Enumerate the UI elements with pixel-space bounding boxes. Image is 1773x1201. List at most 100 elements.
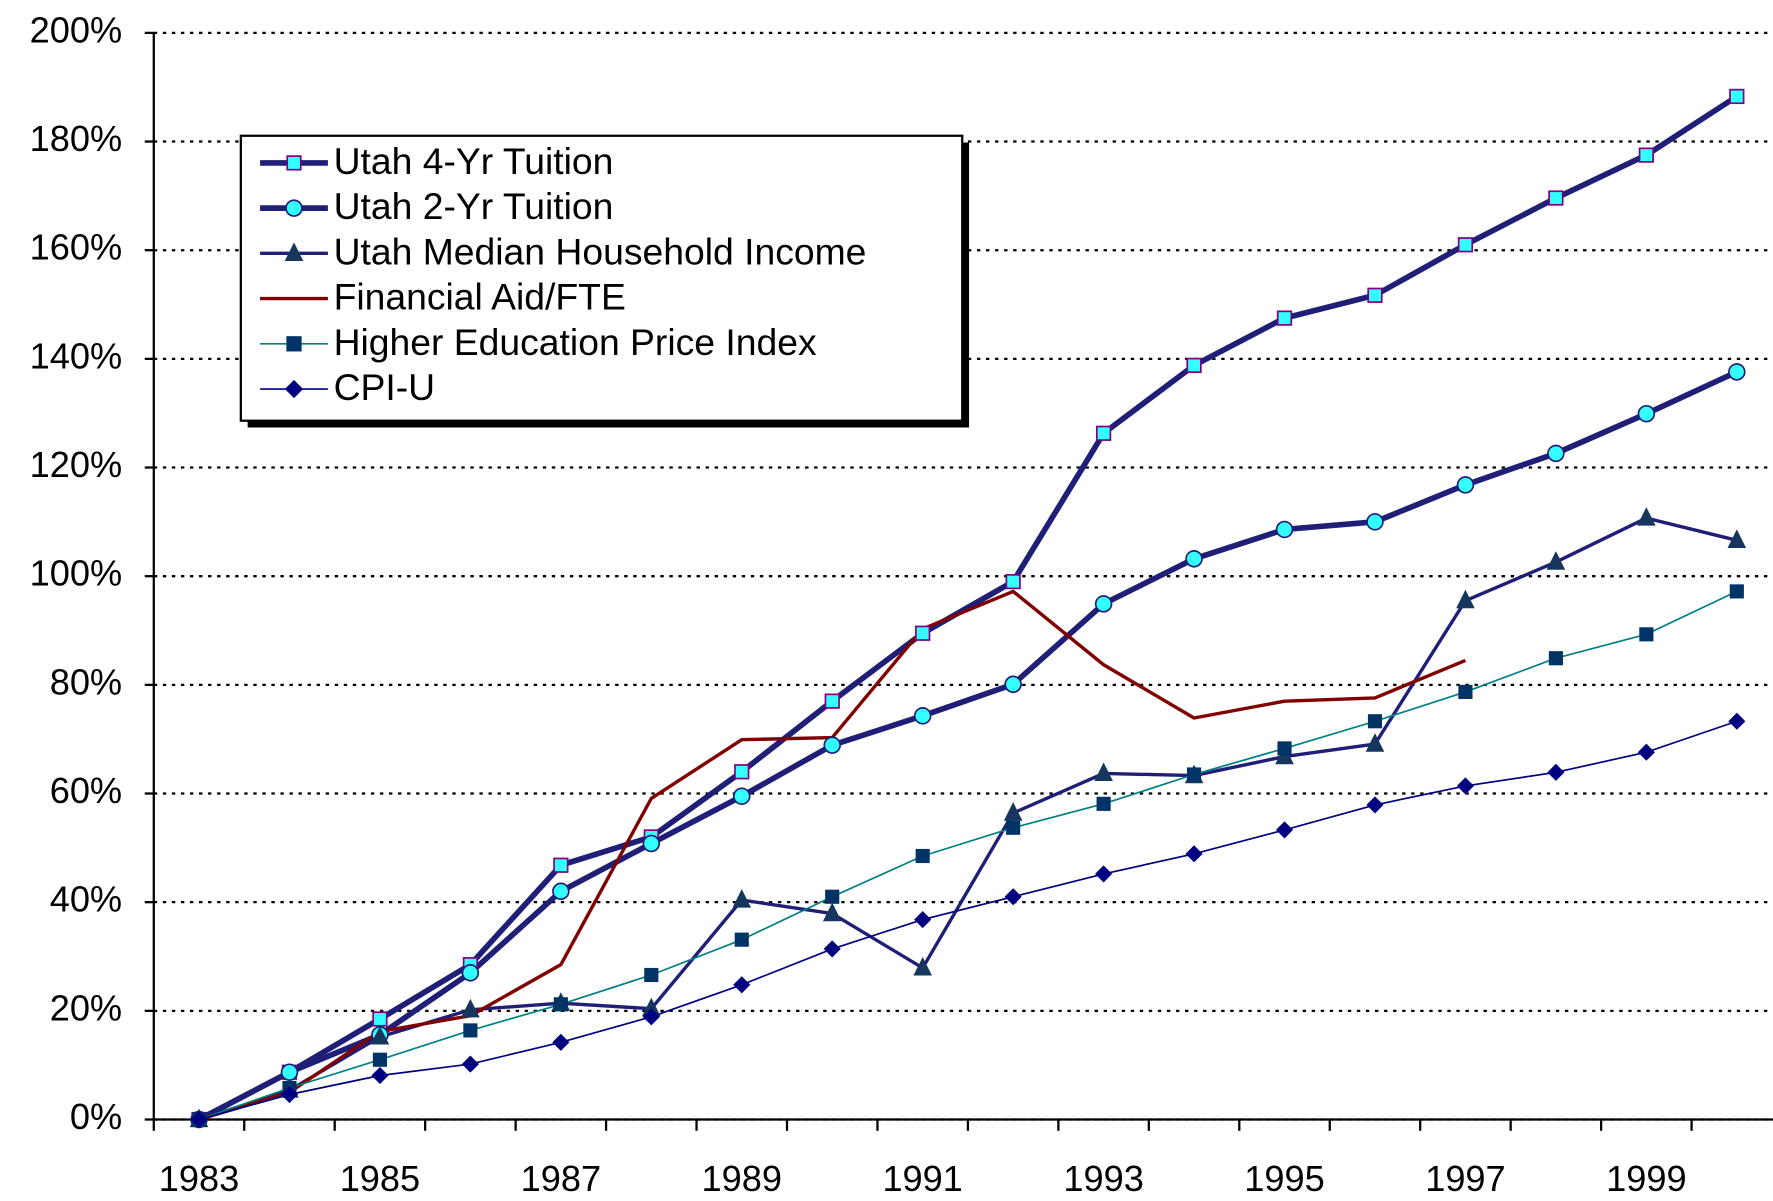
marker	[1185, 550, 1203, 568]
y-tick-label: 40%	[50, 879, 122, 920]
marker	[1366, 513, 1384, 531]
marker	[1456, 777, 1474, 795]
marker	[642, 834, 661, 853]
y-tick-label: 120%	[30, 444, 123, 485]
marker	[1186, 357, 1202, 374]
marker	[372, 1011, 388, 1027]
marker	[1005, 573, 1021, 590]
marker	[824, 693, 840, 709]
x-tick-label: 1985	[340, 1158, 420, 1199]
marker	[733, 787, 751, 805]
marker	[823, 736, 841, 754]
legend-label: CPI-U	[334, 366, 436, 408]
legend-label: Financial Aid/FTE	[334, 276, 626, 318]
series-line	[198, 516, 1738, 1122]
marker	[1637, 743, 1655, 761]
y-tick-label: 60%	[50, 770, 122, 811]
marker	[552, 1033, 570, 1051]
marker	[463, 1023, 478, 1038]
marker	[644, 967, 659, 983]
y-tick-label: 100%	[30, 553, 123, 594]
marker	[1275, 520, 1294, 539]
marker	[913, 707, 932, 725]
marker	[1366, 796, 1384, 814]
legend-label: Higher Education Price Index	[334, 321, 817, 363]
marker	[642, 1008, 660, 1026]
marker	[1094, 762, 1113, 782]
marker	[825, 889, 840, 904]
marker	[1367, 714, 1383, 729]
marker	[1096, 796, 1111, 811]
marker	[1094, 595, 1113, 613]
x-tick-label: 1993	[1063, 1158, 1143, 1199]
marker	[915, 848, 930, 864]
marker	[1548, 651, 1563, 666]
y-tick-label: 180%	[30, 118, 123, 159]
marker	[1457, 237, 1474, 253]
marker	[1006, 820, 1021, 835]
legend-box	[239, 134, 964, 422]
marker	[913, 956, 932, 976]
marker	[1548, 190, 1564, 206]
marker	[280, 1063, 299, 1082]
marker	[1728, 363, 1746, 381]
x-tick-label: 1995	[1244, 1158, 1324, 1199]
legend-label: Utah Median Household Income	[334, 230, 867, 272]
marker	[1367, 287, 1383, 303]
x-tick-label: 1991	[882, 1158, 962, 1199]
marker	[914, 911, 932, 929]
marker	[372, 1052, 387, 1067]
marker	[733, 976, 751, 994]
marker	[461, 998, 480, 1018]
legend-label: Utah 2-Yr Tuition	[334, 185, 614, 227]
marker	[1456, 476, 1475, 494]
marker	[915, 625, 931, 641]
marker	[822, 902, 842, 922]
legend-label: Utah 4-Yr Tuition	[334, 140, 614, 182]
x-tick-label: 1987	[521, 1158, 601, 1199]
x-tick-label: 1989	[702, 1158, 782, 1199]
legend-marker	[285, 199, 303, 217]
marker	[1186, 767, 1202, 782]
y-tick-label: 20%	[50, 987, 122, 1028]
x-tick-label: 1997	[1425, 1158, 1505, 1199]
series-line	[197, 94, 1739, 1123]
marker	[823, 940, 841, 958]
series-line	[198, 590, 1738, 1121]
series-line	[197, 369, 1739, 1123]
y-tick-label: 160%	[30, 227, 123, 268]
x-tick-label: 1999	[1606, 1158, 1686, 1199]
marker	[371, 1066, 389, 1085]
marker	[1276, 310, 1293, 326]
y-tick-label: 140%	[30, 335, 123, 376]
marker	[461, 1055, 479, 1073]
marker	[1727, 529, 1747, 548]
marker	[1185, 845, 1203, 863]
marker	[552, 882, 570, 901]
marker	[1003, 802, 1023, 821]
marker	[1546, 551, 1566, 570]
legend-marker	[286, 336, 302, 352]
marker	[1547, 763, 1565, 781]
marker	[1729, 584, 1744, 599]
y-tick-label: 200%	[30, 9, 123, 50]
series-line	[198, 589, 1467, 1122]
marker	[1638, 147, 1654, 163]
legend-marker	[284, 379, 304, 399]
marker	[1637, 507, 1656, 526]
y-tick-label: 0%	[70, 1096, 122, 1137]
axes: 0% 20% 40% 60% 80% 100% 120% 140% 160% 180% 200% 19…	[30, 9, 1773, 1199]
plot-area	[189, 88, 1747, 1129]
marker	[1456, 589, 1475, 609]
marker	[1277, 741, 1292, 756]
marker	[1729, 88, 1745, 105]
marker	[1004, 888, 1022, 906]
x-tick-label: 1983	[159, 1158, 239, 1199]
marker	[1637, 404, 1656, 423]
marker	[734, 764, 750, 780]
marker	[1095, 865, 1113, 883]
marker	[734, 932, 749, 947]
marker	[280, 1085, 299, 1104]
